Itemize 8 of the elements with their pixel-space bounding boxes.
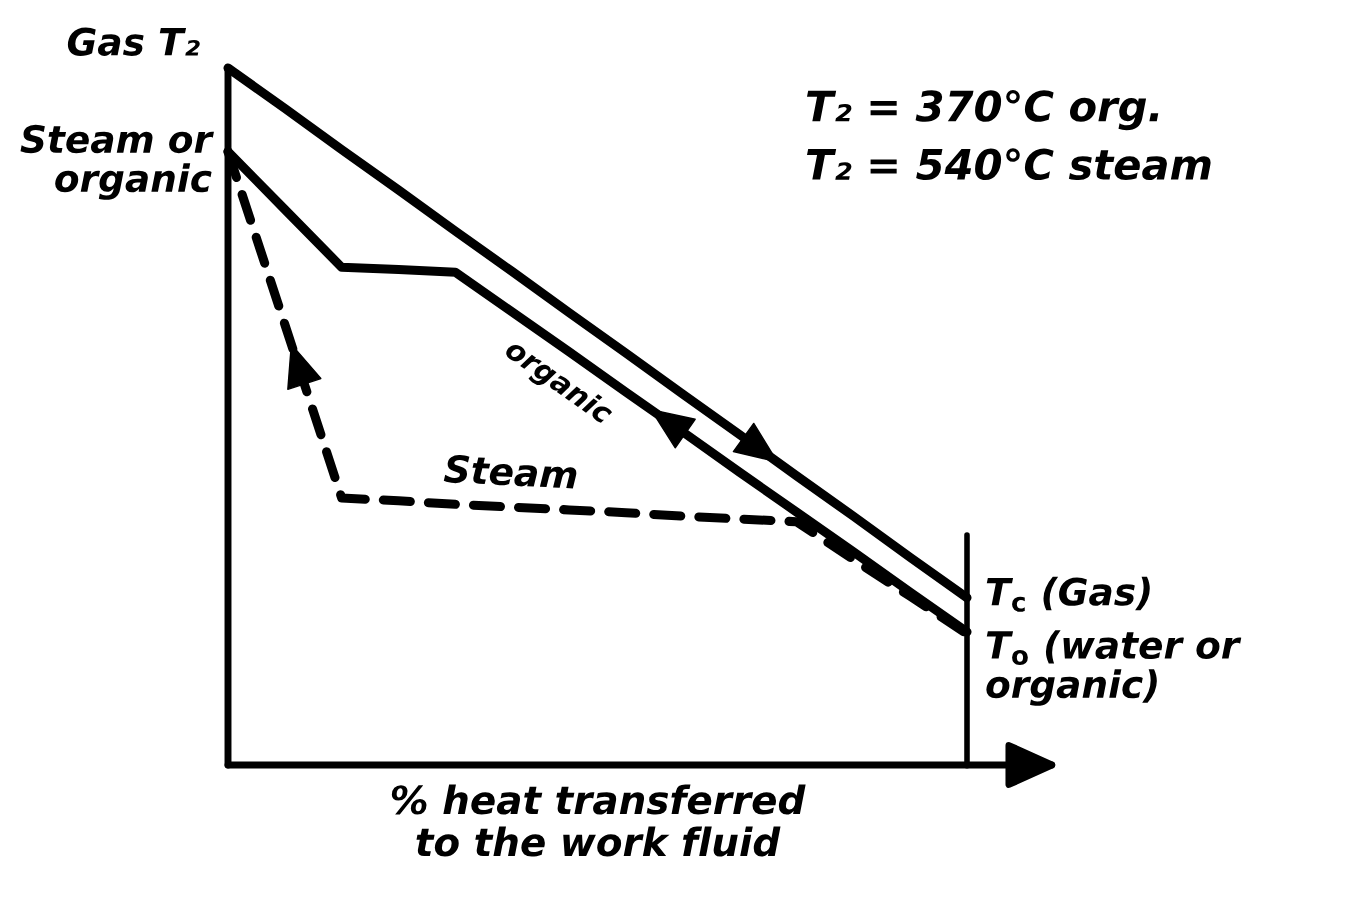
x-axis-title: % heat transferred to the work fluid [391,784,806,857]
annotation: T₂ = 540°C steam [806,148,1211,181]
text: T$_{o}$ (water or organic) [986,630,1242,706]
text: Gas T₂ [67,27,200,56]
annotation: T₂ = 370°C org. [806,89,1159,131]
series-label: Steam [443,454,577,490]
text: Steam or organic [20,124,214,200]
text: T$_{c}$ (Gas) [986,576,1150,612]
